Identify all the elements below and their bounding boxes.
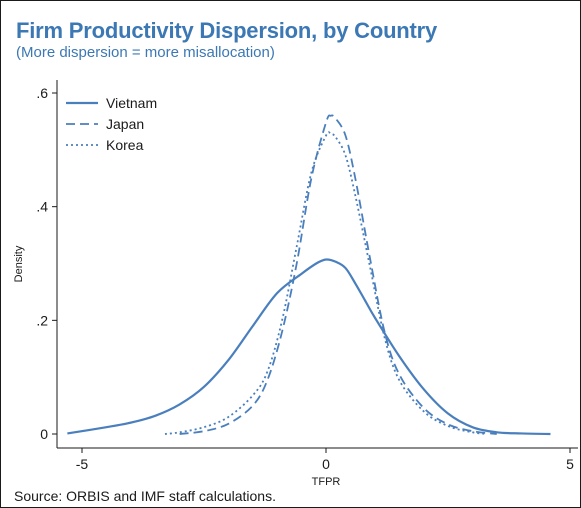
y-tick-label: .4 [36,199,48,215]
x-tick-label: 5 [566,456,574,472]
y-tick-label: .2 [36,312,48,328]
series-line-japan [179,114,497,435]
x-axis-title: TFPR [312,476,341,488]
chart-legend: Vietnam Japan Korea [66,95,157,153]
series-line-vietnam [67,258,551,436]
series-line-korea [164,131,488,435]
y-axis-title: Density [13,245,25,282]
source-note: Source: ORBIS and IMF staff calculations… [14,488,276,504]
legend-label-japan: Japan [106,116,144,132]
x-tick-label: 0 [322,456,330,472]
y-tick-label: 0 [40,426,48,442]
chart-title: Firm Productivity Dispersion, by Country [16,18,438,43]
y-tick-label: .6 [36,85,48,101]
chart-axes: 0 .2 .4 .6 -5 0 5 TFPR Density [13,80,578,488]
legend-label-korea: Korea [106,137,144,153]
chart-subtitle: (More dispersion = more misallocation) [16,44,275,61]
x-tick-label: -5 [76,456,89,472]
legend-label-vietnam: Vietnam [106,95,157,111]
chart-series-group [67,114,551,436]
